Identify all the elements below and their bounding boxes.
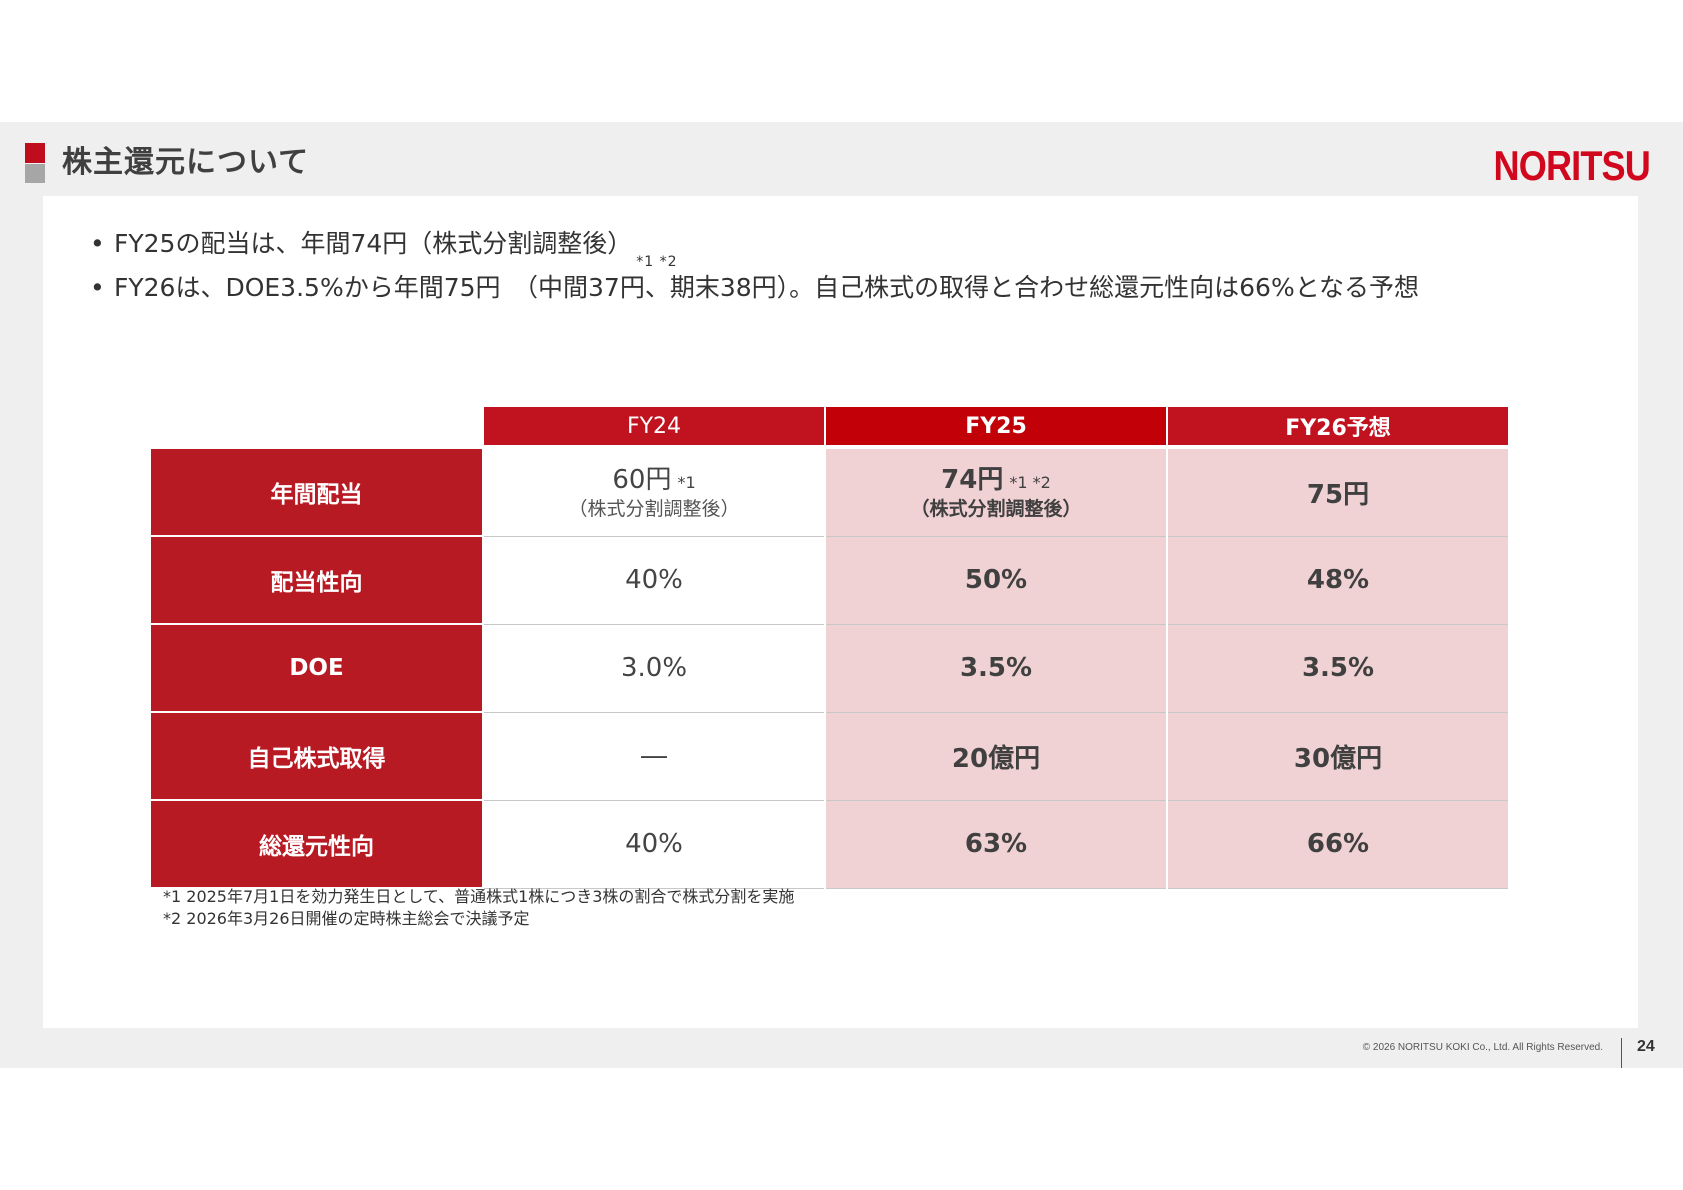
- cell-fy26: 3.5%: [1166, 624, 1508, 713]
- cell-fy26: 75円: [1166, 449, 1508, 537]
- column-header-fy25: FY25: [824, 407, 1167, 445]
- cell-fy24: 40%: [482, 536, 825, 625]
- bullet-list: • FY25の配当は、年間74円（株式分割調整後）*1 *2 • FY26は、DOE…: [90, 224, 1419, 308]
- row-label: 自己株式取得: [151, 712, 483, 801]
- row-label: 総還元性向: [151, 800, 483, 889]
- copyright-text: © 2026 NORITSU KOKI Co., Ltd. All Rights…: [1362, 1042, 1603, 1053]
- cell-fy25: 74円 *1 *2 （株式分割調整後）: [824, 449, 1167, 537]
- shareholder-return-table: FY24 FY25 FY26予想 年間配当 60円 *1 （株式分割調整後） 74…: [151, 407, 1508, 889]
- row-label: 配当性向: [151, 536, 483, 625]
- cell-fy25: 20億円: [824, 712, 1167, 801]
- cell-fy24: ―: [482, 712, 825, 801]
- footnote-1: *1 2025年7月1日を効力発生日として、普通株式1株につき3株の割合で株式分…: [163, 887, 795, 906]
- cell-footnote-mark: *1 *2: [1009, 473, 1051, 493]
- page-title: 株主還元について: [62, 145, 310, 180]
- cell-footnote-mark: *1: [677, 473, 696, 493]
- cell-fy25: 3.5%: [824, 624, 1167, 713]
- footnote-2: *2 2026年3月26日開催の定時株主総会で決議予定: [163, 909, 530, 928]
- bullet-dot: •: [90, 229, 105, 258]
- table-corner: [151, 407, 483, 445]
- noritsu-logo: NORITSU: [1493, 142, 1650, 189]
- cell-fy24: 3.0%: [482, 624, 825, 713]
- cell-value: 74円: [941, 465, 1004, 496]
- table-header-row: FY24 FY25 FY26予想: [151, 407, 1508, 445]
- bullet-dot: •: [90, 273, 105, 302]
- row-label: 年間配当: [151, 449, 483, 537]
- cell-fy24: 40%: [482, 800, 825, 889]
- bullet-text: FY26は、DOE3.5%から年間75円 （中間37円、期末38円）。自己株式の…: [114, 273, 1419, 302]
- bullet-text: FY25の配当は、年間74円（株式分割調整後）: [114, 229, 633, 258]
- table-row: 年間配当 60円 *1 （株式分割調整後） 74円 *1 *2 （株式分割調整後） …: [151, 449, 1508, 537]
- cell-fy25: 50%: [824, 536, 1167, 625]
- bullet-footnote-mark: *1 *2: [636, 254, 678, 270]
- cell-subnote: （株式分割調整後）: [568, 498, 740, 521]
- bullet-item: • FY26は、DOE3.5%から年間75円 （中間37円、期末38円）。自己株式…: [90, 268, 1419, 308]
- column-header-fy26: FY26予想: [1166, 407, 1508, 445]
- bullet-item: • FY25の配当は、年間74円（株式分割調整後）*1 *2: [90, 224, 1419, 270]
- cell-fy26: 48%: [1166, 536, 1508, 625]
- page-number: 24: [1637, 1038, 1655, 1055]
- table-row: 自己株式取得 ― 20億円 30億円: [151, 712, 1508, 801]
- table-row: 配当性向 40% 50% 48%: [151, 536, 1508, 625]
- table-row: 総還元性向 40% 63% 66%: [151, 800, 1508, 889]
- cell-value: 60円: [612, 465, 672, 496]
- footnotes: *1 2025年7月1日を効力発生日として、普通株式1株につき3株の割合で株式分…: [163, 886, 794, 930]
- cell-fy25: 63%: [824, 800, 1167, 889]
- footer-divider: [1621, 1038, 1622, 1068]
- row-label: DOE: [151, 624, 483, 713]
- cell-fy26: 30億円: [1166, 712, 1508, 801]
- column-header-fy24: FY24: [482, 407, 825, 445]
- cell-fy26: 66%: [1166, 800, 1508, 889]
- table-row: DOE 3.0% 3.5% 3.5%: [151, 624, 1508, 713]
- title-marker-gray: [25, 164, 45, 183]
- cell-subnote: （株式分割調整後）: [910, 498, 1082, 521]
- title-marker-red: [25, 143, 45, 163]
- cell-fy24: 60円 *1 （株式分割調整後）: [482, 449, 825, 537]
